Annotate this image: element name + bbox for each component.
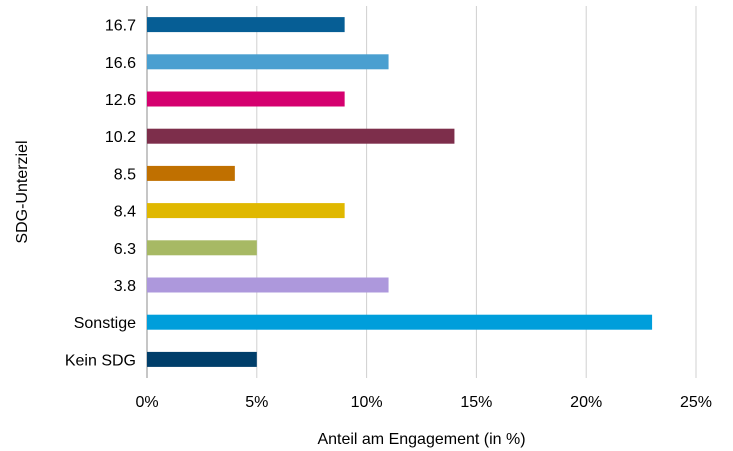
bar bbox=[147, 165, 235, 181]
y-axis-title: SDG-Unterziel bbox=[14, 140, 31, 243]
category-label: 8.4 bbox=[114, 204, 136, 221]
category-label: Kein SDG bbox=[65, 352, 136, 369]
category-label: 3.8 bbox=[114, 278, 136, 295]
bar bbox=[147, 54, 389, 70]
x-tick-label: 10% bbox=[351, 394, 383, 411]
x-tick-label: 0% bbox=[135, 394, 158, 411]
category-label: 16.7 bbox=[105, 18, 136, 35]
bar bbox=[147, 314, 653, 330]
x-tick-label: 20% bbox=[570, 394, 602, 411]
bar bbox=[147, 203, 345, 219]
bar bbox=[147, 128, 455, 144]
x-tick-label: 5% bbox=[245, 394, 268, 411]
bar bbox=[147, 277, 389, 293]
category-label: 10.2 bbox=[105, 129, 136, 146]
x-tick-label: 15% bbox=[460, 394, 492, 411]
category-label: 6.3 bbox=[114, 241, 136, 258]
bar bbox=[147, 240, 257, 256]
x-tick-labels: 0% 5% 10% 15% 20% 25% bbox=[135, 394, 712, 411]
bars bbox=[147, 17, 653, 367]
category-labels: 16.7 16.6 12.6 10.2 8.5 8.4 6.3 3.8 Sonstige Kein… bbox=[65, 18, 136, 370]
category-label: 12.6 bbox=[105, 92, 136, 109]
bar bbox=[147, 91, 345, 107]
category-label: 16.6 bbox=[105, 55, 136, 72]
x-tick-label: 25% bbox=[680, 394, 712, 411]
bar bbox=[147, 351, 257, 367]
category-label: Sonstige bbox=[74, 315, 136, 332]
category-label: 8.5 bbox=[114, 166, 136, 183]
bar bbox=[147, 17, 345, 33]
x-axis-title: Anteil am Engagement (in %) bbox=[317, 431, 525, 448]
